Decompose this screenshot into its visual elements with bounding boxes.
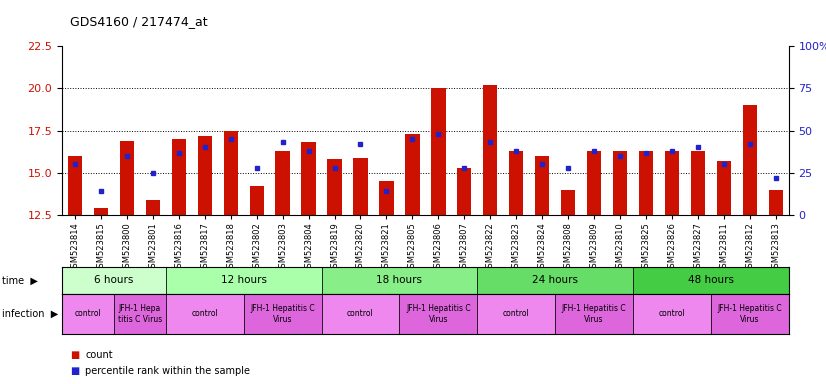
- Bar: [535, 156, 549, 215]
- Text: control: control: [658, 310, 686, 318]
- Bar: [354, 157, 368, 215]
- Text: control: control: [192, 310, 218, 318]
- Bar: [275, 151, 290, 215]
- Bar: [62, 267, 166, 294]
- Bar: [477, 267, 633, 294]
- Bar: [587, 151, 601, 215]
- Bar: [431, 88, 445, 215]
- Text: control: control: [347, 310, 374, 318]
- Bar: [114, 294, 166, 334]
- Bar: [93, 208, 108, 215]
- Bar: [224, 131, 238, 215]
- Text: time  ▶: time ▶: [2, 275, 37, 285]
- Text: infection  ▶: infection ▶: [2, 309, 58, 319]
- Bar: [665, 151, 679, 215]
- Bar: [457, 168, 472, 215]
- Text: 24 hours: 24 hours: [532, 275, 578, 285]
- Text: JFH-1 Hepatitis C
Virus: JFH-1 Hepatitis C Virus: [718, 304, 782, 324]
- Bar: [145, 200, 160, 215]
- Bar: [483, 85, 497, 215]
- Bar: [301, 142, 316, 215]
- Text: 12 hours: 12 hours: [221, 275, 267, 285]
- Text: GDS4160 / 217474_at: GDS4160 / 217474_at: [70, 15, 208, 28]
- Bar: [321, 294, 400, 334]
- Bar: [400, 294, 477, 334]
- Bar: [197, 136, 211, 215]
- Text: ■: ■: [70, 366, 79, 376]
- Bar: [244, 294, 321, 334]
- Text: count: count: [85, 350, 112, 360]
- Bar: [327, 159, 342, 215]
- Bar: [68, 156, 82, 215]
- Bar: [249, 186, 263, 215]
- Text: control: control: [74, 310, 102, 318]
- Text: ■: ■: [70, 350, 79, 360]
- Bar: [561, 190, 575, 215]
- Bar: [613, 151, 627, 215]
- Bar: [633, 267, 789, 294]
- Text: 48 hours: 48 hours: [688, 275, 734, 285]
- Text: JFH-1 Hepatitis C
Virus: JFH-1 Hepatitis C Virus: [562, 304, 626, 324]
- Text: JFH-1 Hepatitis C
Virus: JFH-1 Hepatitis C Virus: [250, 304, 315, 324]
- Bar: [172, 139, 186, 215]
- Bar: [743, 105, 757, 215]
- Bar: [406, 134, 420, 215]
- Bar: [62, 294, 114, 334]
- Text: control: control: [503, 310, 529, 318]
- Bar: [633, 294, 711, 334]
- Bar: [321, 267, 477, 294]
- Bar: [509, 151, 524, 215]
- Bar: [379, 181, 393, 215]
- Bar: [120, 141, 134, 215]
- Bar: [166, 267, 321, 294]
- Bar: [691, 151, 705, 215]
- Text: 6 hours: 6 hours: [94, 275, 134, 285]
- Bar: [477, 294, 555, 334]
- Text: percentile rank within the sample: percentile rank within the sample: [85, 366, 250, 376]
- Bar: [638, 151, 653, 215]
- Text: JFH-1 Hepa
titis C Virus: JFH-1 Hepa titis C Virus: [117, 304, 162, 324]
- Text: JFH-1 Hepatitis C
Virus: JFH-1 Hepatitis C Virus: [406, 304, 471, 324]
- Bar: [717, 161, 731, 215]
- Bar: [555, 294, 633, 334]
- Bar: [711, 294, 789, 334]
- Text: 18 hours: 18 hours: [377, 275, 422, 285]
- Bar: [166, 294, 244, 334]
- Bar: [769, 190, 783, 215]
